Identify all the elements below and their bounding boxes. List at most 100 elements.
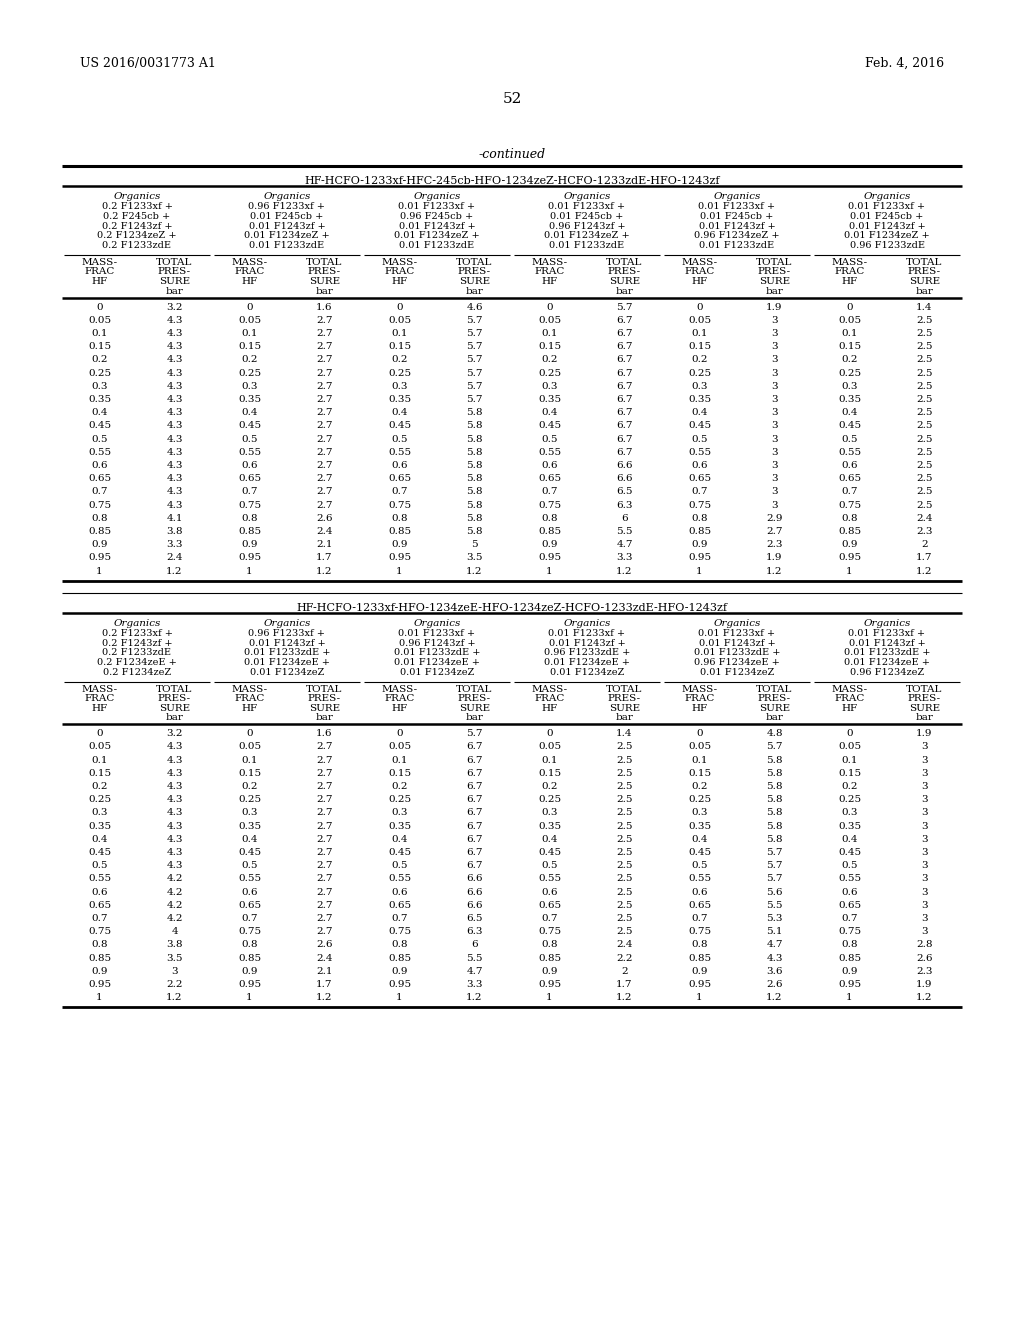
Text: 6.7: 6.7: [616, 408, 633, 417]
Text: 5.8: 5.8: [466, 500, 482, 510]
Text: 0.6: 0.6: [242, 461, 258, 470]
Text: Organics: Organics: [863, 619, 910, 628]
Text: 1.7: 1.7: [916, 553, 933, 562]
Text: MASS-: MASS-: [231, 257, 267, 267]
Text: 0.85: 0.85: [688, 527, 711, 536]
Text: 0.1: 0.1: [242, 329, 258, 338]
Text: 1.2: 1.2: [766, 566, 782, 576]
Text: 6.6: 6.6: [466, 887, 482, 896]
Text: TOTAL: TOTAL: [906, 257, 943, 267]
Text: 2.6: 2.6: [316, 513, 333, 523]
Text: 0.2 F245cb +: 0.2 F245cb +: [103, 211, 171, 220]
Text: 6.7: 6.7: [616, 447, 633, 457]
Text: 4.7: 4.7: [616, 540, 633, 549]
Text: 6.7: 6.7: [616, 381, 633, 391]
Text: 0.1: 0.1: [691, 329, 708, 338]
Text: FRAC: FRAC: [84, 268, 115, 276]
Text: FRAC: FRAC: [684, 268, 715, 276]
Text: 0.25: 0.25: [538, 368, 561, 378]
Text: 3: 3: [922, 847, 928, 857]
Text: 1.7: 1.7: [616, 979, 633, 989]
Text: Organics: Organics: [263, 619, 310, 628]
Text: 1.2: 1.2: [466, 993, 482, 1002]
Text: 0.05: 0.05: [838, 742, 861, 751]
Text: 0.05: 0.05: [388, 315, 411, 325]
Text: 0.4: 0.4: [242, 408, 258, 417]
Text: 4.2: 4.2: [166, 887, 182, 896]
Text: 0.1: 0.1: [842, 755, 858, 764]
Text: 0: 0: [96, 729, 102, 738]
Text: 0.01 F1234zeZ +: 0.01 F1234zeZ +: [394, 231, 480, 240]
Text: 0.9: 0.9: [542, 966, 558, 975]
Text: 1.2: 1.2: [316, 993, 333, 1002]
Text: 2.7: 2.7: [316, 381, 333, 391]
Text: 2.7: 2.7: [316, 421, 333, 430]
Text: SURE: SURE: [309, 704, 340, 713]
Text: 2.7: 2.7: [316, 355, 333, 364]
Text: 0.35: 0.35: [88, 821, 111, 830]
Text: FRAC: FRAC: [835, 694, 864, 704]
Text: 0.6: 0.6: [542, 461, 558, 470]
Text: 0.01 F1243zf +: 0.01 F1243zf +: [249, 639, 326, 648]
Text: MASS-: MASS-: [531, 257, 567, 267]
Text: 0.45: 0.45: [538, 421, 561, 430]
Text: 0.2: 0.2: [242, 781, 258, 791]
Text: 0.25: 0.25: [388, 368, 411, 378]
Text: 0: 0: [696, 729, 702, 738]
Text: 0.65: 0.65: [838, 474, 861, 483]
Text: 1.9: 1.9: [916, 729, 933, 738]
Text: 4.3: 4.3: [166, 342, 182, 351]
Text: bar: bar: [615, 713, 634, 722]
Text: 0.75: 0.75: [538, 500, 561, 510]
Text: 3: 3: [771, 421, 778, 430]
Text: 2.5: 2.5: [916, 408, 933, 417]
Text: 0.05: 0.05: [388, 742, 411, 751]
Text: 2.7: 2.7: [316, 329, 333, 338]
Text: 0.1: 0.1: [91, 329, 108, 338]
Text: 0.25: 0.25: [238, 795, 261, 804]
Text: 0.5: 0.5: [691, 434, 708, 444]
Text: SURE: SURE: [609, 704, 640, 713]
Text: 2.5: 2.5: [916, 447, 933, 457]
Text: MASS-: MASS-: [831, 257, 867, 267]
Text: 0.95: 0.95: [388, 979, 411, 989]
Text: 0: 0: [396, 729, 402, 738]
Text: 0.6: 0.6: [91, 461, 108, 470]
Text: 0.6: 0.6: [91, 887, 108, 896]
Text: 0.35: 0.35: [538, 395, 561, 404]
Text: bar: bar: [315, 713, 334, 722]
Text: 0.05: 0.05: [838, 315, 861, 325]
Text: 2.5: 2.5: [916, 487, 933, 496]
Text: 1.2: 1.2: [316, 566, 333, 576]
Text: 0.4: 0.4: [842, 834, 858, 843]
Text: 0.01 F1233xf +: 0.01 F1233xf +: [398, 628, 475, 638]
Text: 5.7: 5.7: [466, 315, 482, 325]
Text: 1.7: 1.7: [316, 979, 333, 989]
Text: 5.8: 5.8: [466, 434, 482, 444]
Text: Organics: Organics: [114, 191, 161, 201]
Text: 2.5: 2.5: [616, 821, 633, 830]
Text: 2.7: 2.7: [316, 808, 333, 817]
Text: 3.2: 3.2: [166, 302, 182, 312]
Text: 3: 3: [922, 874, 928, 883]
Text: bar: bar: [766, 713, 783, 722]
Text: MASS-: MASS-: [381, 685, 418, 694]
Text: MASS-: MASS-: [231, 685, 267, 694]
Text: 0.01 F1234zeE +: 0.01 F1234zeE +: [394, 659, 480, 667]
Text: 0.01 F1233xf +: 0.01 F1233xf +: [849, 628, 926, 638]
Text: 3: 3: [922, 781, 928, 791]
Text: 3: 3: [922, 913, 928, 923]
Text: PRES-: PRES-: [458, 268, 492, 276]
Text: 0.3: 0.3: [691, 381, 708, 391]
Text: 0.05: 0.05: [538, 315, 561, 325]
Text: 0: 0: [696, 302, 702, 312]
Text: 0.7: 0.7: [242, 487, 258, 496]
Text: HF: HF: [842, 704, 857, 713]
Text: 0.75: 0.75: [688, 927, 711, 936]
Text: 2.7: 2.7: [316, 434, 333, 444]
Text: 4.7: 4.7: [766, 940, 782, 949]
Text: HF: HF: [242, 277, 258, 286]
Text: 0.3: 0.3: [242, 808, 258, 817]
Text: TOTAL: TOTAL: [157, 685, 193, 694]
Text: 2.7: 2.7: [316, 847, 333, 857]
